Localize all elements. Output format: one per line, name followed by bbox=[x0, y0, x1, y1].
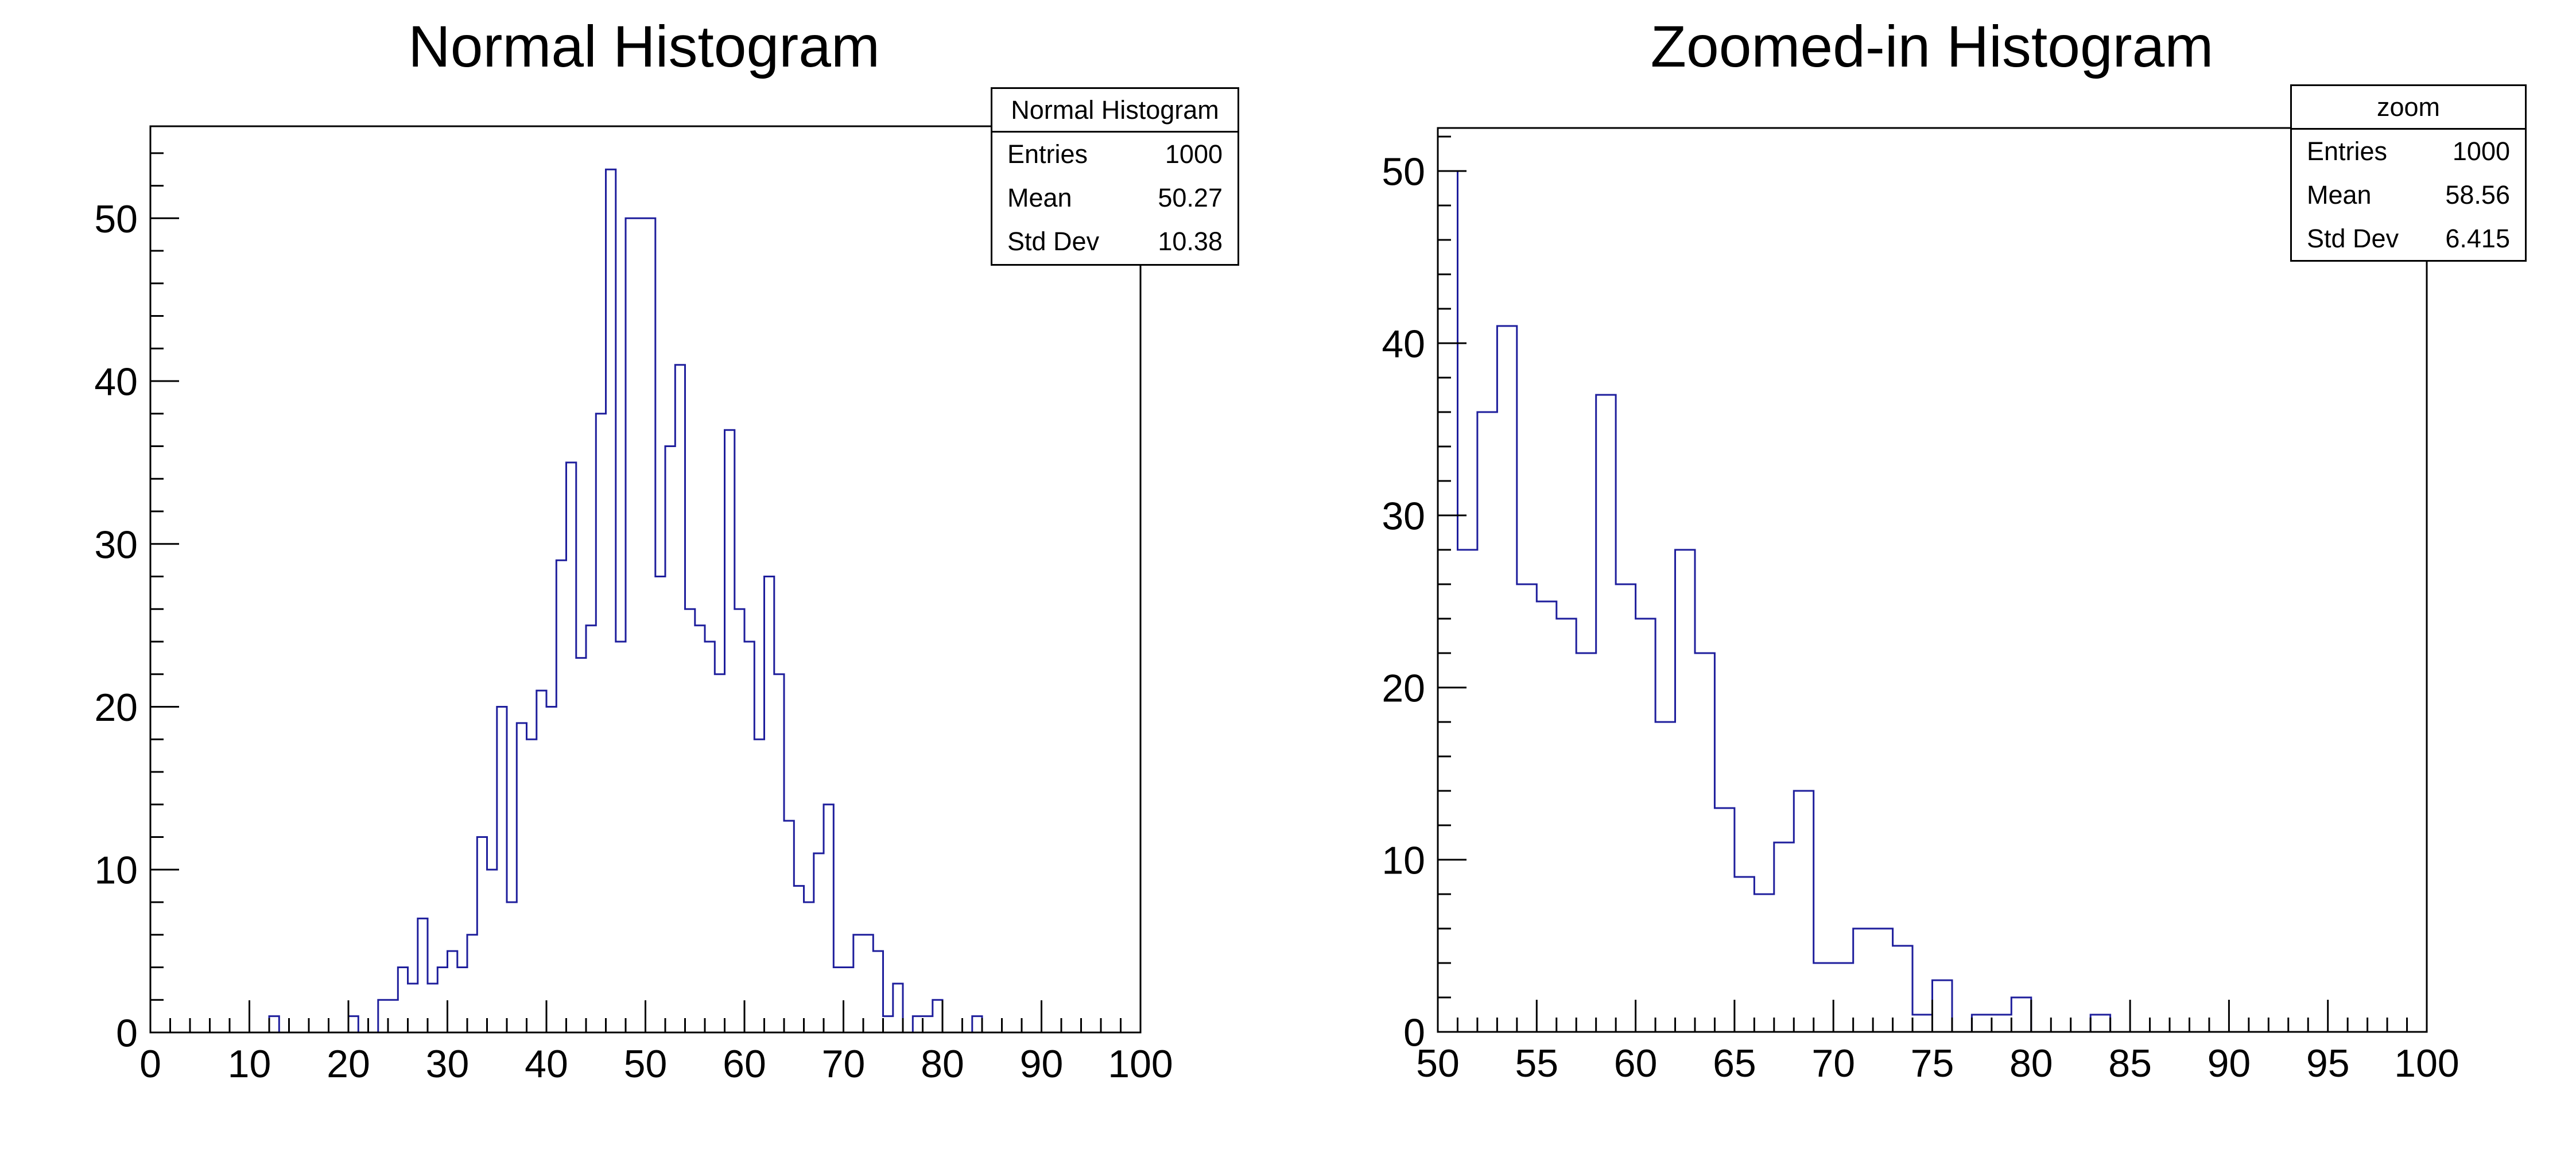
stats-rows: Entries 1000 Mean 58.56 Std Dev 6.415 bbox=[2292, 130, 2525, 261]
right-chart-title: Zoomed-in Histogram bbox=[1650, 14, 2214, 79]
x-tick-label: 10 bbox=[228, 1042, 271, 1086]
x-tick-label: 50 bbox=[624, 1042, 668, 1086]
y-tick-label: 0 bbox=[1403, 1011, 1425, 1054]
stat-value: 1000 bbox=[1165, 139, 1223, 169]
histogram-line bbox=[150, 168, 1140, 1034]
y-tick-label: 50 bbox=[94, 197, 138, 241]
stat-label: Std Dev bbox=[2307, 224, 2399, 253]
histogram-panel-1: 50 55 60 65 70 75 80 85 90 95 100 0 10 20 30 40 50 bbox=[1382, 127, 2459, 1085]
right-stats-box: zoom Entries 1000 Mean 58.56 Std Dev 6.4… bbox=[2290, 84, 2527, 262]
y-tick-label: 10 bbox=[94, 849, 138, 892]
x-tick-label: 70 bbox=[1811, 1042, 1855, 1085]
x-tick-label: 90 bbox=[1020, 1042, 1064, 1086]
x-tick-label: 30 bbox=[426, 1042, 470, 1086]
x-tick-label: 95 bbox=[2306, 1042, 2350, 1085]
left-stats-box: Normal Histogram Entries 1000 Mean 50.27… bbox=[991, 87, 1239, 266]
x-tick-label: 75 bbox=[1911, 1042, 1954, 1085]
plot-frame bbox=[1437, 127, 2428, 1033]
x-tick-label: 80 bbox=[921, 1042, 964, 1086]
stats-box-title: zoom bbox=[2292, 86, 2525, 130]
y-tick-label: 0 bbox=[116, 1011, 138, 1055]
x-tick-label: 40 bbox=[525, 1042, 568, 1086]
stat-label: Std Dev bbox=[1007, 227, 1100, 256]
stats-row-stddev: Std Dev 6.415 bbox=[2292, 225, 2525, 253]
y-tick-label: 20 bbox=[94, 686, 138, 729]
x-tick-label: 70 bbox=[822, 1042, 866, 1086]
stats-row-stddev: Std Dev 10.38 bbox=[992, 228, 1237, 255]
x-tick-label: 20 bbox=[327, 1042, 370, 1086]
stat-label: Mean bbox=[1007, 183, 1072, 212]
stats-box-title: Normal Histogram bbox=[992, 89, 1237, 133]
stats-rows: Entries 1000 Mean 50.27 Std Dev 10.38 bbox=[992, 133, 1237, 263]
stats-row-mean: Mean 58.56 bbox=[2292, 181, 2525, 209]
y-tick-label: 30 bbox=[94, 523, 138, 566]
x-tick-label: 55 bbox=[1515, 1042, 1558, 1085]
stat-value: 10.38 bbox=[1158, 227, 1223, 256]
stat-value: 58.56 bbox=[2445, 180, 2510, 209]
x-tick-label: 50 bbox=[1416, 1042, 1460, 1085]
y-tick-label: 20 bbox=[1382, 666, 1425, 710]
x-tick-label: 60 bbox=[1614, 1042, 1658, 1085]
stats-row-entries: Entries 1000 bbox=[992, 141, 1237, 168]
histogram-panel-0: 0 10 20 30 40 50 60 70 80 90 100 0 10 20 30 40 50 bbox=[94, 125, 1173, 1086]
x-tick-label: 85 bbox=[2108, 1042, 2152, 1085]
x-tick-label: 80 bbox=[2009, 1042, 2053, 1085]
x-tick-label: 0 bbox=[139, 1042, 161, 1086]
x-tick-label: 90 bbox=[2208, 1042, 2251, 1085]
stat-label: Mean bbox=[2307, 180, 2372, 209]
x-tick-label: 60 bbox=[723, 1042, 766, 1086]
stat-value: 50.27 bbox=[1158, 183, 1223, 212]
stats-row-mean: Mean 50.27 bbox=[992, 184, 1237, 212]
y-tick-label: 10 bbox=[1382, 838, 1425, 882]
x-tick-label: 100 bbox=[2394, 1042, 2459, 1085]
y-tick-label: 40 bbox=[1382, 322, 1425, 366]
left-chart-title: Normal Histogram bbox=[408, 14, 880, 79]
x-tick-label: 100 bbox=[1108, 1042, 1173, 1086]
y-tick-label: 40 bbox=[94, 360, 138, 404]
stats-row-entries: Entries 1000 bbox=[2292, 138, 2525, 165]
y-tick-label: 30 bbox=[1382, 494, 1425, 538]
stat-value: 6.415 bbox=[2445, 224, 2510, 253]
x-tick-label: 65 bbox=[1713, 1042, 1756, 1085]
histogram-line bbox=[1437, 170, 2427, 1033]
stat-label: Entries bbox=[2307, 137, 2388, 166]
y-tick-label: 50 bbox=[1382, 150, 1425, 193]
stat-label: Entries bbox=[1007, 139, 1088, 169]
stat-value: 1000 bbox=[2452, 137, 2510, 166]
